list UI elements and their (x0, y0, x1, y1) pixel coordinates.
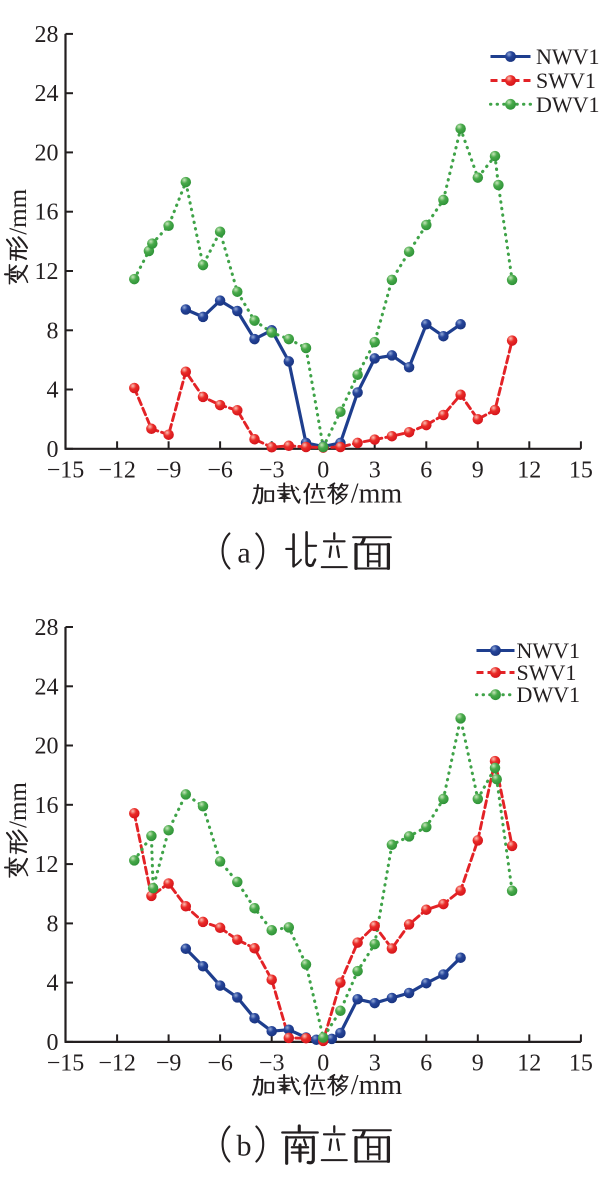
svg-text:a: a (237, 537, 250, 570)
svg-text:6: 6 (420, 1051, 432, 1077)
svg-text:8: 8 (47, 318, 59, 344)
svg-text:20: 20 (35, 734, 59, 760)
svg-text:24: 24 (35, 81, 59, 107)
svg-text:−6: −6 (207, 1051, 233, 1077)
svg-text:28: 28 (35, 615, 59, 641)
svg-text:16: 16 (35, 200, 59, 226)
svg-text:12: 12 (35, 259, 59, 285)
svg-text:SWV1: SWV1 (536, 68, 596, 93)
svg-text:8: 8 (47, 911, 59, 937)
svg-text:NWV1: NWV1 (536, 44, 600, 69)
svg-text:9: 9 (472, 458, 484, 484)
svg-text:/mm: /mm (351, 479, 403, 510)
svg-text:NWV1: NWV1 (517, 638, 581, 663)
svg-text:DWV1: DWV1 (517, 682, 581, 707)
svg-text:−6: −6 (207, 458, 233, 484)
svg-text:/mm: /mm (5, 782, 32, 828)
svg-text:−12: −12 (98, 458, 136, 484)
svg-text:b: b (237, 1130, 252, 1163)
svg-text:12: 12 (35, 852, 59, 878)
svg-text:DWV1: DWV1 (536, 92, 600, 117)
svg-text:/mm: /mm (351, 1070, 403, 1101)
svg-text:0: 0 (47, 437, 59, 463)
svg-text:9: 9 (472, 1051, 484, 1077)
svg-text:4: 4 (47, 378, 59, 404)
svg-text:−15: −15 (47, 1051, 85, 1077)
svg-text:0: 0 (317, 458, 329, 484)
svg-text:16: 16 (35, 793, 59, 819)
svg-text:0: 0 (317, 1051, 329, 1077)
svg-text:12: 12 (517, 458, 541, 484)
svg-text:15: 15 (569, 1051, 593, 1077)
svg-text:−9: −9 (156, 458, 182, 484)
svg-text:SWV1: SWV1 (517, 660, 577, 685)
svg-text:−3: −3 (259, 458, 285, 484)
svg-text:3: 3 (369, 458, 381, 484)
svg-text:12: 12 (517, 1051, 541, 1077)
svg-text:−9: −9 (156, 1051, 182, 1077)
svg-text:28: 28 (35, 22, 59, 48)
svg-text:4: 4 (47, 971, 59, 997)
svg-text:0: 0 (47, 1030, 59, 1056)
svg-text:3: 3 (369, 1051, 381, 1077)
svg-text:15: 15 (569, 458, 593, 484)
svg-text:−12: −12 (98, 1051, 136, 1077)
svg-text:−15: −15 (47, 458, 85, 484)
svg-text:−3: −3 (259, 1051, 285, 1077)
svg-text:6: 6 (420, 458, 432, 484)
svg-text:/mm: /mm (5, 188, 32, 234)
svg-text:20: 20 (35, 140, 59, 166)
svg-text:24: 24 (35, 674, 59, 700)
